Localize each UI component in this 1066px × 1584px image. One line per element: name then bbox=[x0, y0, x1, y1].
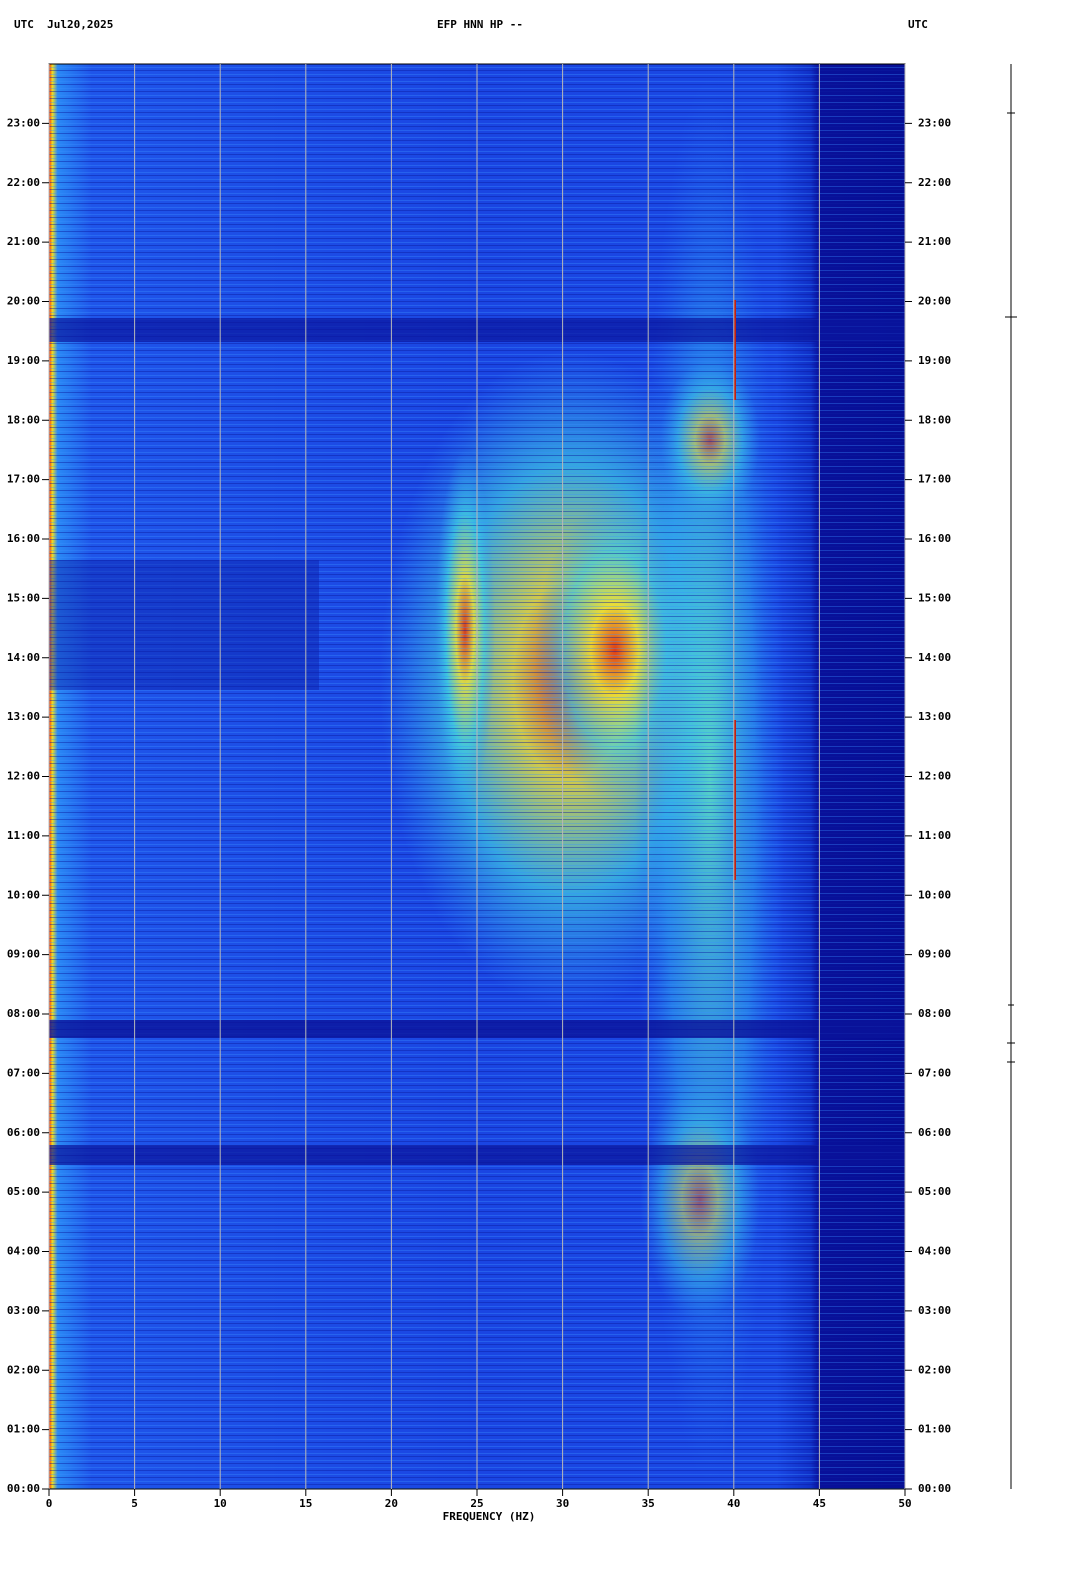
y-tick-label-right: 19:00 bbox=[918, 354, 951, 367]
y-tick-label-right: 18:00 bbox=[918, 413, 951, 426]
y-tick-label-right: 09:00 bbox=[918, 948, 951, 961]
y-tick-label-right: 21:00 bbox=[918, 235, 951, 248]
y-tick-label: 07:00 bbox=[7, 1066, 40, 1079]
header-left: UTC Jul20,2025 bbox=[14, 18, 113, 31]
y-tick-label: 22:00 bbox=[7, 176, 40, 189]
x-tick-label: 35 bbox=[642, 1497, 655, 1510]
y-tick-label-right: 23:00 bbox=[918, 116, 951, 129]
y-tick-label-right: 01:00 bbox=[918, 1423, 951, 1436]
y-tick-label-right: 22:00 bbox=[918, 176, 951, 189]
y-tick-label-right: 08:00 bbox=[918, 1007, 951, 1020]
y-tick-label: 16:00 bbox=[7, 532, 40, 545]
y-tick-label-right: 06:00 bbox=[918, 1126, 951, 1139]
x-tick-label: 45 bbox=[813, 1497, 826, 1510]
y-tick-label: 05:00 bbox=[7, 1185, 40, 1198]
y-tick-label-right: 15:00 bbox=[918, 591, 951, 604]
seismogram-trace bbox=[1005, 64, 1017, 1489]
y-tick-label-right: 04:00 bbox=[918, 1245, 951, 1258]
y-tick-label-right: 03:00 bbox=[918, 1304, 951, 1317]
y-tick-label: 17:00 bbox=[7, 473, 40, 486]
x-tick-label: 15 bbox=[299, 1497, 312, 1510]
y-tick-label-right: 05:00 bbox=[918, 1185, 951, 1198]
y-tick-label: 15:00 bbox=[7, 591, 40, 604]
y-tick-label: 10:00 bbox=[7, 888, 40, 901]
y-tick-label: 08:00 bbox=[7, 1007, 40, 1020]
y-tick-label: 14:00 bbox=[7, 651, 40, 664]
x-tick-label: 40 bbox=[727, 1497, 740, 1510]
header-right: UTC bbox=[908, 18, 928, 31]
x-tick-label: 10 bbox=[214, 1497, 227, 1510]
y-tick-label: 23:00 bbox=[7, 116, 40, 129]
y-tick-label: 13:00 bbox=[7, 710, 40, 723]
chart-title: EFP HNN HP -- bbox=[437, 18, 523, 31]
y-tick-label: 03:00 bbox=[7, 1304, 40, 1317]
y-tick-label-right: 11:00 bbox=[918, 829, 951, 842]
x-tick-label: 20 bbox=[385, 1497, 398, 1510]
y-tick-label: 12:00 bbox=[7, 770, 40, 783]
y-tick-label: 19:00 bbox=[7, 354, 40, 367]
y-tick-label-right: 16:00 bbox=[918, 532, 951, 545]
y-tick-label: 11:00 bbox=[7, 829, 40, 842]
x-tick-label: 25 bbox=[470, 1497, 483, 1510]
y-tick-label: 21:00 bbox=[7, 235, 40, 248]
y-tick-label: 09:00 bbox=[7, 948, 40, 961]
x-tick-label: 30 bbox=[556, 1497, 569, 1510]
x-tick-label: 5 bbox=[131, 1497, 138, 1510]
y-tick-label-right: 10:00 bbox=[918, 888, 951, 901]
y-tick-label-right: 20:00 bbox=[918, 295, 951, 308]
y-tick-label: 01:00 bbox=[7, 1423, 40, 1436]
y-tick-label: 00:00 bbox=[7, 1482, 40, 1495]
quiet-band bbox=[49, 560, 319, 690]
y-tick-label-right: 14:00 bbox=[918, 651, 951, 664]
y-tick-label: 02:00 bbox=[7, 1363, 40, 1376]
x-tick-label: 50 bbox=[898, 1497, 911, 1510]
y-tick-label-right: 00:00 bbox=[918, 1482, 951, 1495]
x-tick-label: 0 bbox=[46, 1497, 53, 1510]
y-tick-label-right: 17:00 bbox=[918, 473, 951, 486]
y-tick-label: 06:00 bbox=[7, 1126, 40, 1139]
y-tick-label: 04:00 bbox=[7, 1245, 40, 1258]
y-tick-label-right: 02:00 bbox=[918, 1363, 951, 1376]
y-tick-label: 20:00 bbox=[7, 295, 40, 308]
x-axis-label: FREQUENCY (HZ) bbox=[443, 1510, 536, 1523]
y-tick-label: 18:00 bbox=[7, 413, 40, 426]
y-tick-label-right: 07:00 bbox=[918, 1066, 951, 1079]
y-tick-label-right: 12:00 bbox=[918, 770, 951, 783]
y-tick-label-right: 13:00 bbox=[918, 710, 951, 723]
